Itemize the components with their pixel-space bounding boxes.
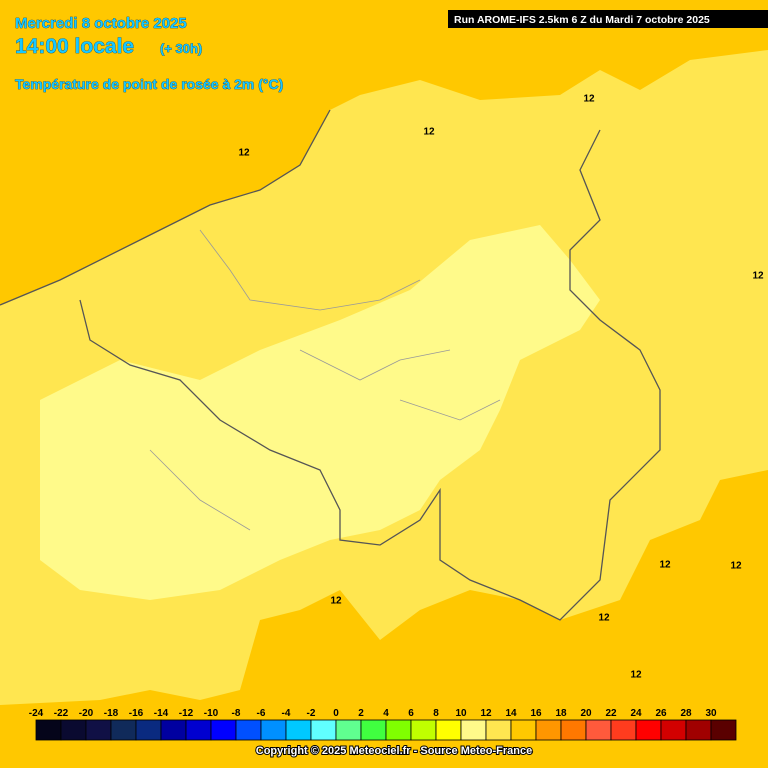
legend-swatch: [110, 719, 137, 741]
legend-tick-label: -4: [282, 708, 291, 719]
legend-swatch: [160, 719, 187, 741]
legend-tick-label: 10: [455, 708, 467, 719]
legend-swatch: [510, 719, 537, 741]
contour-label: 12: [598, 613, 610, 624]
legend-swatch: [135, 719, 162, 741]
contour-label: 12: [752, 271, 764, 282]
legend-swatch: [610, 719, 637, 741]
legend-tick-label: -6: [257, 708, 266, 719]
land-zone: [530, 460, 660, 560]
coastline: [0, 109, 331, 306]
region-line: [149, 229, 501, 531]
legend-tick-label: 6: [408, 708, 414, 719]
contour-label: 12: [583, 94, 595, 105]
legend-swatch: [535, 719, 562, 741]
legend-swatch: [285, 719, 312, 741]
legend-tick-label: 16: [530, 708, 542, 719]
legend-tick-label: 30: [705, 708, 717, 719]
contour-label: 12: [659, 560, 671, 571]
legend-tick-label: -20: [79, 708, 94, 719]
legend-tick-label: 20: [580, 708, 592, 719]
legend-swatch: [635, 719, 662, 741]
legend-tick-label: -18: [104, 708, 119, 719]
copyright: Copyright © 2025 Meteociel.fr - Source M…: [256, 745, 532, 757]
legend-swatch: [560, 719, 587, 741]
legend-swatch: [260, 719, 287, 741]
legend-swatch: [335, 719, 362, 741]
island: [400, 130, 460, 170]
legend-tick-label: -24: [29, 708, 44, 719]
legend-tick-label: -2: [307, 708, 316, 719]
legend-swatch: [235, 719, 262, 741]
legend-tick-label: 18: [555, 708, 567, 719]
legend-swatch: [360, 719, 387, 741]
time: 14:00 locale: [15, 35, 134, 58]
legend-swatch: [410, 719, 437, 741]
contour-label: 12: [330, 596, 342, 607]
run-info: Run AROME-IFS 2.5km 6 Z du Mardi 7 octob…: [454, 14, 710, 26]
contour-label: 12: [238, 148, 250, 159]
legend-swatch: [185, 719, 212, 741]
legend-swatch: [485, 719, 512, 741]
legend-swatch: [660, 719, 687, 741]
legend-swatch: [310, 719, 337, 741]
run-box: [448, 10, 768, 28]
legend-tick-label: -14: [154, 708, 169, 719]
legend-tick-label: 28: [680, 708, 692, 719]
legend-tick-label: -22: [54, 708, 69, 719]
legend-swatch: [210, 719, 237, 741]
legend-swatch: [710, 719, 737, 741]
contour-label: 12: [730, 561, 742, 572]
legend-tick-label: -12: [179, 708, 194, 719]
parameter: Température de point de rosée à 2m (°C): [15, 76, 283, 92]
legend-swatch: [60, 719, 87, 741]
date: Mercredi 8 octobre 2025: [15, 15, 187, 32]
legend-swatch: [435, 719, 462, 741]
legend-tick-label: -8: [232, 708, 241, 719]
contour-label: 12: [630, 670, 642, 681]
legend: -24 -22 -20 -18 -16 -14 -12 -10 -8 -6 -4 -2 0 2 4 6 8 10 1…: [29, 708, 737, 741]
legend-swatch: [460, 719, 487, 741]
legend-tick-label: -10: [204, 708, 219, 719]
legend-tick-label: 8: [433, 708, 439, 719]
legend-swatch: [685, 719, 712, 741]
legend-swatch: [585, 719, 612, 741]
border: [79, 129, 661, 621]
legend-tick-label: 4: [383, 708, 389, 719]
legend-tick-label: 12: [480, 708, 492, 719]
legend-tick-label: 14: [505, 708, 517, 719]
legend-tick-label: 24: [630, 708, 642, 719]
lead-time: (+ 30h): [160, 41, 202, 56]
legend-tick-label: 22: [605, 708, 617, 719]
legend-tick-label: -16: [129, 708, 144, 719]
legend-tick-label: 0: [333, 708, 339, 719]
legend-swatch: [385, 719, 412, 741]
legend-swatch: [35, 719, 62, 741]
legend-swatch: [85, 719, 112, 741]
legend-tick-label: 2: [358, 708, 364, 719]
contour-label: 12: [423, 127, 435, 138]
pale-zone: [40, 225, 600, 600]
legend-tick-label: 26: [655, 708, 667, 719]
